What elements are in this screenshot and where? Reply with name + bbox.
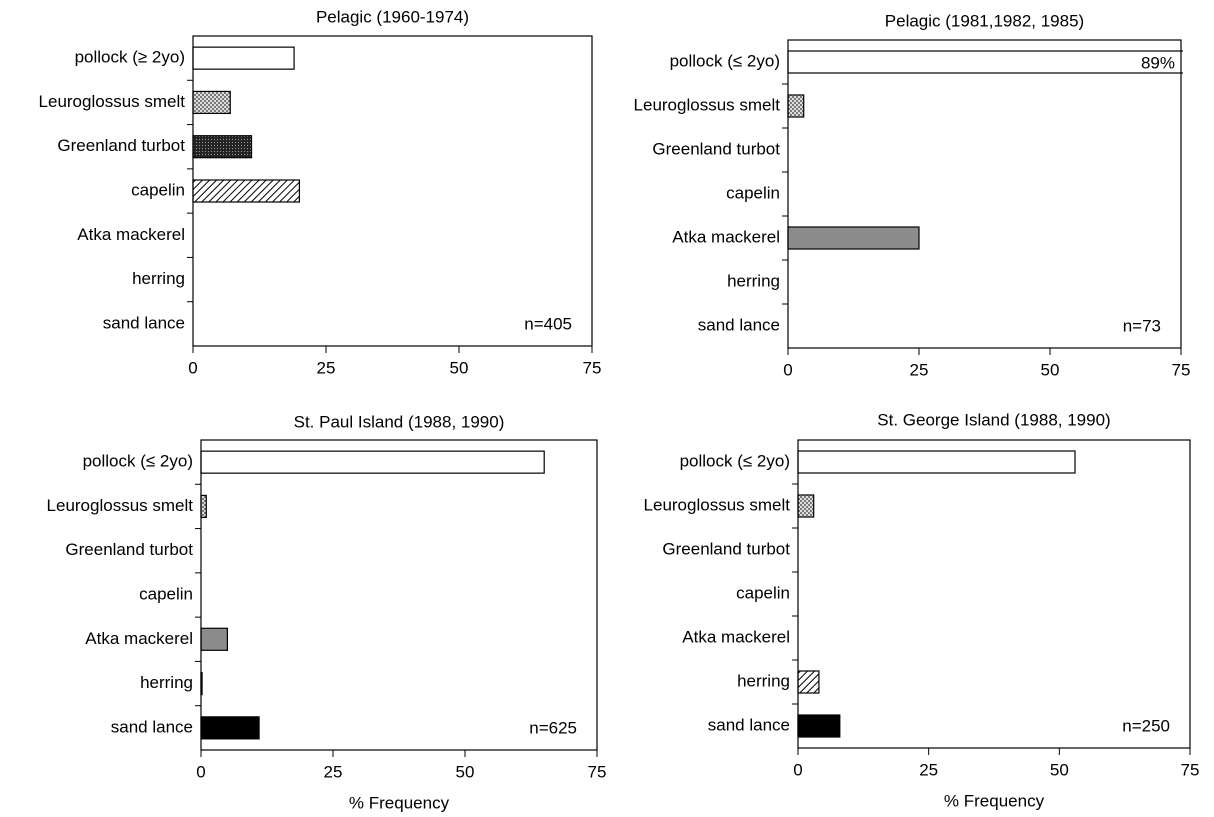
category-label: herring: [140, 673, 193, 692]
category-label: Atka mackerel: [682, 627, 790, 646]
bar: [797, 714, 841, 738]
x-tick-label: 75: [1181, 760, 1200, 779]
x-tick-label: 25: [324, 762, 343, 781]
bar: [787, 94, 805, 118]
category-label: pollock (≤ 2yo): [680, 451, 790, 470]
bar: [797, 450, 1076, 474]
category-label: Leuroglossus smelt: [47, 496, 194, 515]
x-tick-label: 25: [910, 360, 929, 379]
category-label: pollock (≥ 2yo): [75, 48, 185, 67]
category-label: Greenland turbot: [65, 540, 193, 559]
bars: [787, 50, 1183, 250]
category-label: sand lance: [111, 717, 193, 736]
bar: [200, 494, 207, 519]
x-tick-label: 0: [188, 358, 197, 377]
value-label: 89%: [1141, 53, 1175, 72]
category-label: capelin: [139, 584, 193, 603]
x-tick-label: 50: [1041, 360, 1060, 379]
annotation: n=625: [529, 718, 577, 737]
plot-frame: [200, 439, 598, 751]
annotation: n=73: [1123, 316, 1161, 335]
x-tick-label: 75: [588, 762, 607, 781]
bar: [192, 179, 301, 203]
category-label: Greenland turbot: [652, 139, 780, 158]
category-label: sand lance: [103, 313, 185, 332]
category-label: Greenland turbot: [57, 136, 185, 155]
x-tick-label: 25: [317, 358, 336, 377]
bar: [797, 494, 815, 518]
bars: [797, 450, 1076, 738]
category-label: capelin: [736, 583, 790, 602]
category-label: Greenland turbot: [662, 539, 790, 558]
category-label: Atka mackerel: [85, 629, 193, 648]
annotation: n=250: [1122, 716, 1170, 735]
bar: [192, 46, 295, 70]
panel-title: St. Paul Island (1988, 1990): [294, 412, 505, 431]
category-label: Leuroglossus smelt: [39, 92, 186, 111]
category-label: Leuroglossus smelt: [644, 495, 791, 514]
x-tick-label: 50: [450, 358, 469, 377]
x-axis-label: % Frequency: [349, 793, 450, 812]
plot-frame: [797, 439, 1191, 749]
category-label: sand lance: [698, 315, 780, 334]
annotation: n=405: [524, 314, 572, 333]
bars: [192, 46, 301, 203]
category-label: herring: [132, 269, 185, 288]
x-tick-label: 25: [919, 760, 938, 779]
panel: Pelagic (1981,1982, 1985) 0 25 50 75 pollock …: [634, 11, 1191, 379]
bar: [787, 226, 920, 250]
category-label: Atka mackerel: [77, 225, 185, 244]
bar: [200, 716, 260, 740]
panel-title: Pelagic (1960-1974): [316, 7, 469, 26]
panel-title: Pelagic (1981,1982, 1985): [885, 11, 1084, 30]
category-label: pollock (≤ 2yo): [83, 452, 193, 471]
bar: [200, 450, 545, 474]
x-tick-label: 50: [456, 762, 475, 781]
plot-frame: [787, 39, 1182, 349]
bar: [192, 90, 231, 115]
bar: [200, 627, 228, 651]
panel-title: St. George Island (1988, 1990): [877, 410, 1110, 429]
x-axis-label: % Frequency: [944, 791, 1045, 810]
bar: [797, 670, 820, 694]
x-tick-label: 0: [196, 762, 205, 781]
panel: St. Paul Island (1988, 1990) 0 25 50 75 pollo…: [47, 412, 607, 812]
category-label: herring: [737, 671, 790, 690]
bars: [200, 450, 545, 740]
category-label: herring: [727, 271, 780, 290]
panel: Pelagic (1960-1974) 0 25 50 75 pollock (≥ 2yo…: [39, 7, 602, 377]
panel: St. George Island (1988, 1990) 0 25 50 75 pol…: [644, 410, 1200, 810]
category-label: capelin: [131, 180, 185, 199]
x-tick-label: 50: [1050, 760, 1069, 779]
category-label: sand lance: [708, 715, 790, 734]
category-label: pollock (≤ 2yo): [670, 51, 780, 70]
x-tick-label: 75: [583, 358, 602, 377]
x-tick-label: 75: [1172, 360, 1191, 379]
plot-frame: [192, 35, 593, 347]
category-label: Leuroglossus smelt: [634, 95, 781, 114]
category-label: capelin: [726, 183, 780, 202]
bar: [192, 135, 253, 159]
category-label: Atka mackerel: [672, 227, 780, 246]
x-tick-label: 0: [793, 760, 802, 779]
x-tick-label: 0: [783, 360, 792, 379]
